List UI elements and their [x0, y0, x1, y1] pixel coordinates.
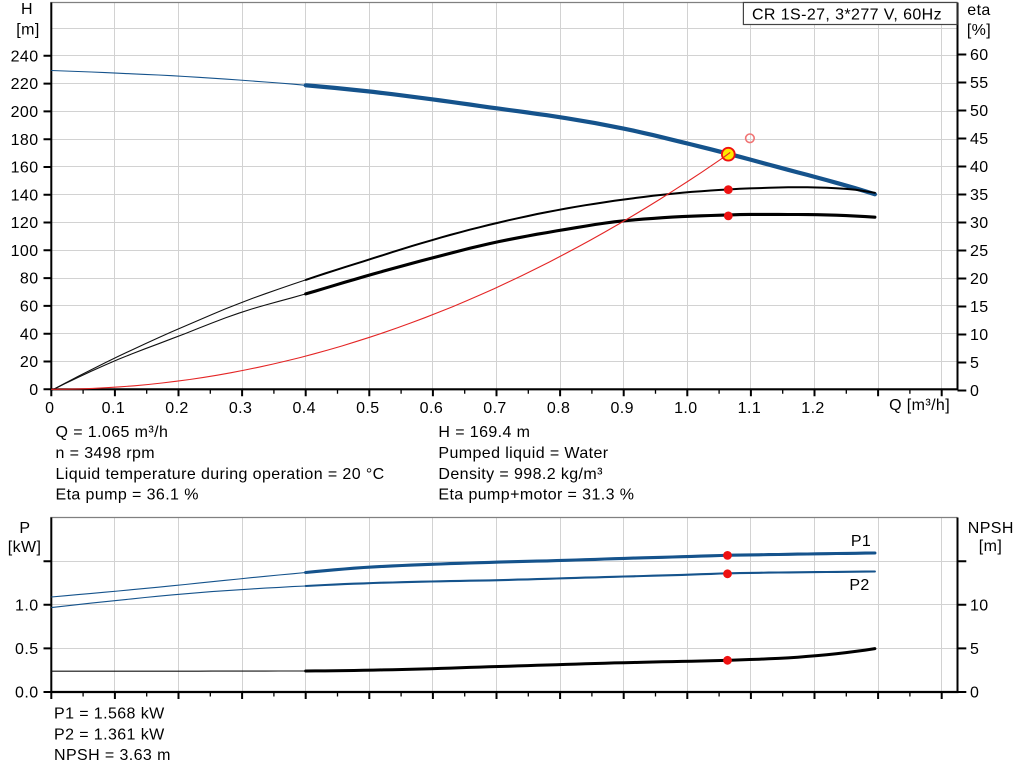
- svg-text:1.0: 1.0: [674, 400, 697, 417]
- svg-text:n = 3498 rpm: n = 3498 rpm: [56, 445, 156, 462]
- svg-text:0.9: 0.9: [610, 400, 633, 417]
- svg-text:[kW]: [kW]: [8, 539, 42, 556]
- svg-text:eta: eta: [967, 2, 990, 19]
- svg-text:40: 40: [970, 159, 989, 176]
- svg-text:0.1: 0.1: [102, 400, 125, 417]
- svg-text:Eta pump+motor = 31.3 %: Eta pump+motor = 31.3 %: [438, 487, 634, 504]
- svg-text:160: 160: [11, 160, 39, 177]
- svg-text:CR 1S-27, 3*277 V, 60Hz: CR 1S-27, 3*277 V, 60Hz: [752, 6, 942, 23]
- svg-text:[m]: [m]: [16, 22, 39, 39]
- svg-text:H: H: [21, 1, 33, 18]
- svg-text:P: P: [19, 520, 30, 537]
- svg-text:P1: P1: [851, 533, 871, 550]
- svg-text:100: 100: [11, 243, 39, 260]
- svg-text:30: 30: [970, 215, 989, 232]
- svg-text:50: 50: [970, 103, 989, 120]
- svg-text:220: 220: [11, 76, 39, 93]
- svg-text:40: 40: [20, 326, 39, 343]
- svg-text:0: 0: [970, 685, 979, 702]
- svg-text:1.0: 1.0: [15, 597, 38, 614]
- svg-text:Liquid temperature during oper: Liquid temperature during operation = 20…: [56, 466, 385, 483]
- svg-text:[m]: [m]: [979, 538, 1002, 555]
- svg-text:120: 120: [11, 215, 39, 232]
- svg-text:1.1: 1.1: [738, 400, 761, 417]
- svg-text:P2 = 1.361 kW: P2 = 1.361 kW: [54, 726, 165, 743]
- svg-text:0.5: 0.5: [15, 641, 38, 658]
- svg-text:200: 200: [11, 104, 39, 121]
- svg-text:0.7: 0.7: [483, 400, 506, 417]
- svg-text:0: 0: [45, 400, 54, 417]
- svg-text:0.3: 0.3: [229, 400, 252, 417]
- svg-text:10: 10: [970, 597, 989, 614]
- svg-text:Eta pump = 36.1 %: Eta pump = 36.1 %: [56, 487, 199, 504]
- svg-text:20: 20: [970, 271, 989, 288]
- svg-text:0: 0: [970, 383, 979, 400]
- svg-text:NPSH = 3.63 m: NPSH = 3.63 m: [54, 747, 171, 764]
- svg-text:25: 25: [970, 243, 989, 260]
- svg-text:10: 10: [970, 327, 989, 344]
- svg-text:[%]: [%]: [967, 22, 991, 39]
- svg-text:Q = 1.065 m³/h: Q = 1.065 m³/h: [56, 424, 169, 441]
- svg-text:0.2: 0.2: [165, 400, 188, 417]
- svg-text:P1 = 1.568 kW: P1 = 1.568 kW: [54, 706, 165, 723]
- svg-text:55: 55: [970, 75, 989, 92]
- svg-text:240: 240: [11, 48, 39, 65]
- svg-text:180: 180: [11, 132, 39, 149]
- svg-text:35: 35: [970, 187, 989, 204]
- svg-text:0.5: 0.5: [356, 400, 379, 417]
- svg-text:H = 169.4 m: H = 169.4 m: [438, 424, 530, 441]
- svg-text:Q [m³/h]: Q [m³/h]: [889, 397, 950, 414]
- svg-text:0.4: 0.4: [292, 400, 315, 417]
- svg-text:Pumped liquid = Water: Pumped liquid = Water: [438, 445, 608, 462]
- svg-text:Density = 998.2 kg/m³: Density = 998.2 kg/m³: [438, 466, 603, 483]
- svg-text:5: 5: [970, 641, 979, 658]
- svg-text:60: 60: [20, 299, 39, 316]
- svg-text:P2: P2: [849, 577, 869, 594]
- svg-text:0.0: 0.0: [15, 685, 38, 702]
- svg-text:5: 5: [970, 355, 979, 372]
- svg-text:80: 80: [20, 271, 39, 288]
- svg-text:45: 45: [970, 131, 989, 148]
- svg-text:NPSH: NPSH: [968, 520, 1014, 537]
- svg-text:1.2: 1.2: [801, 400, 824, 417]
- svg-text:15: 15: [970, 299, 989, 316]
- svg-text:140: 140: [11, 187, 39, 204]
- svg-text:0.6: 0.6: [420, 400, 443, 417]
- svg-text:0: 0: [29, 382, 38, 399]
- svg-text:20: 20: [20, 354, 39, 371]
- svg-text:0.8: 0.8: [547, 400, 570, 417]
- svg-text:60: 60: [970, 47, 989, 64]
